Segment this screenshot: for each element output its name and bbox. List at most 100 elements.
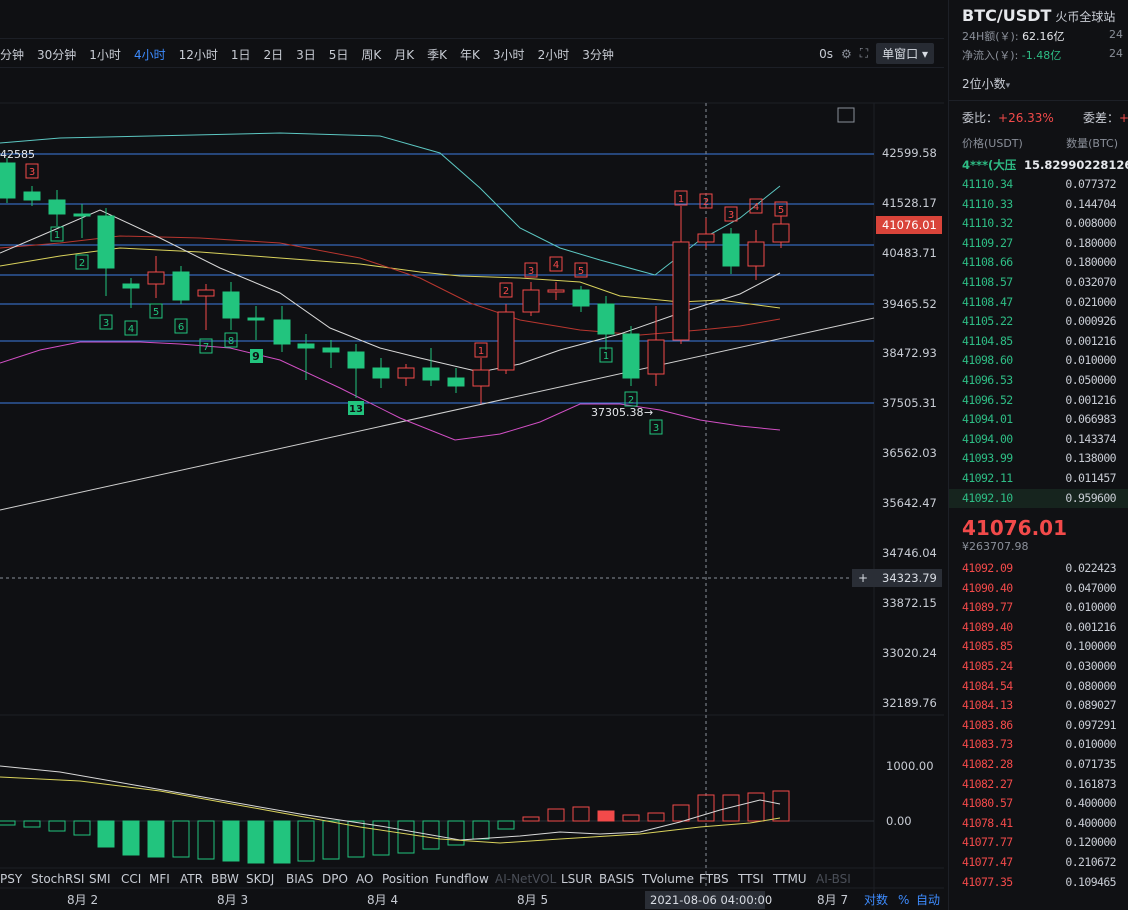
- indicator-tab[interactable]: ATR: [180, 872, 203, 886]
- bid-row[interactable]: 41094.01 0.066983: [949, 410, 1128, 430]
- ask-row[interactable]: 41078.41 0.400000: [949, 814, 1128, 834]
- timeframe-tab[interactable]: 1小时: [89, 47, 121, 62]
- ask-row[interactable]: 41084.54 0.080000: [949, 677, 1128, 697]
- screenshot-icon[interactable]: ⛶: [859, 46, 869, 60]
- bid-qty: 0.011457: [1065, 470, 1116, 485]
- timeframe-tab[interactable]: 3分钟: [582, 47, 614, 62]
- volume-stat: 24H额(￥): 62.16亿 24: [962, 28, 1128, 44]
- ask-row[interactable]: 41077.35 0.109465: [949, 873, 1128, 893]
- timeframe-tab[interactable]: 2日: [263, 47, 284, 62]
- ask-price: 41089.77: [962, 600, 1013, 615]
- ask-row[interactable]: 41090.40 0.047000: [949, 579, 1128, 599]
- indicator-tab[interactable]: AI-BSI: [816, 872, 851, 886]
- indicator-tab[interactable]: Position: [382, 872, 429, 886]
- bid-row[interactable]: 41093.99 0.138000: [949, 449, 1128, 469]
- ask-row[interactable]: 41085.85 0.100000: [949, 637, 1128, 657]
- timeframe-tab[interactable]: 30分钟: [37, 47, 77, 62]
- scale-option-percent[interactable]: %: [898, 893, 909, 907]
- timeframe-tab[interactable]: 分钟: [0, 47, 25, 62]
- bid-row[interactable]: 41094.00 0.143374: [949, 430, 1128, 450]
- indicator-tab[interactable]: StochRSI: [31, 872, 84, 886]
- bid-qty: 0.144704: [1065, 196, 1116, 211]
- bid-row[interactable]: 41109.27 0.180000: [949, 234, 1128, 254]
- decimals-select[interactable]: 2位小数▾: [949, 75, 1128, 92]
- scale-option-auto[interactable]: 自动: [916, 893, 940, 907]
- indicator-tab[interactable]: AI-NetVOL: [495, 872, 557, 886]
- osc-bar: [722, 794, 740, 822]
- window-mode-select[interactable]: 单窗口 ▾: [876, 43, 934, 64]
- indicator-tab[interactable]: TTMU: [772, 872, 807, 886]
- indicator-tab[interactable]: SKDJ: [246, 872, 274, 886]
- bid-qty: 0.077372: [1065, 177, 1116, 191]
- ask-row[interactable]: 41080.57 0.400000: [949, 794, 1128, 814]
- timeframe-tab[interactable]: 年K: [460, 47, 480, 62]
- price-tick-label: 39465.52: [882, 297, 937, 311]
- bid-row[interactable]: 41110.33 0.144704: [949, 195, 1128, 215]
- ask-row[interactable]: 41084.13 0.089027: [949, 696, 1128, 716]
- td-marker-box: [674, 190, 688, 206]
- bid-row[interactable]: 41096.53 0.050000: [949, 371, 1128, 391]
- bid-row[interactable]: 41098.60 0.010000: [949, 351, 1128, 371]
- indicator-tab[interactable]: BASIS: [599, 872, 634, 886]
- ask-row[interactable]: 41083.73 0.010000: [949, 735, 1128, 755]
- ask-row[interactable]: 41089.40 0.001216: [949, 618, 1128, 638]
- bid-row[interactable]: 41108.66 0.180000: [949, 253, 1128, 273]
- indicator-tab[interactable]: TVolume: [641, 872, 694, 886]
- bid-row[interactable]: 41096.52 0.001216: [949, 391, 1128, 411]
- ask-row[interactable]: 41082.27 0.161873: [949, 775, 1128, 795]
- ask-row[interactable]: 41092.09 0.022423: [949, 559, 1128, 579]
- bid-row[interactable]: 41092.10 0.959600: [949, 488, 1128, 509]
- bid-qty: 0.001216: [1065, 392, 1116, 407]
- indicator-tab[interactable]: Fundflow: [435, 872, 489, 886]
- indicator-tab[interactable]: AO: [356, 872, 373, 886]
- timeframe-tab[interactable]: 月K: [394, 47, 415, 62]
- candlestick-chart[interactable]: 42599.58 41528.17 40483.71 39465.52 38472.93…: [0, 68, 944, 910]
- ask-qty: 0.022423: [1065, 561, 1116, 576]
- timeframe-tab[interactable]: 2小时: [537, 47, 570, 62]
- indicator-tab[interactable]: DPO: [322, 872, 348, 886]
- bid-row[interactable]: 41110.34 0.077372: [949, 175, 1128, 195]
- indicator-tab[interactable]: SMI: [89, 872, 111, 886]
- timeframe-tab[interactable]: 5日: [328, 47, 349, 62]
- ask-row[interactable]: 41082.28 0.071735: [949, 755, 1128, 775]
- timeframe-tab[interactable]: 3日: [296, 47, 316, 62]
- timeframe-tab[interactable]: 1日: [230, 47, 251, 62]
- indicator-line: [0, 247, 781, 309]
- candle-body: [147, 271, 165, 285]
- scale-option-log[interactable]: 对数: [864, 892, 888, 907]
- candle-body: [372, 367, 390, 379]
- chart-canvas[interactable]: 42599.58 41528.17 40483.71 39465.52 38472.93…: [0, 68, 944, 910]
- bid-row[interactable]: 41108.57 0.032070: [949, 273, 1128, 293]
- ask-row[interactable]: 41089.77 0.010000: [949, 598, 1128, 618]
- timeframe-tab[interactable]: 3小时: [492, 47, 525, 62]
- pair-title: BTC/USDT 火币全球站: [962, 6, 1128, 25]
- bid-row[interactable]: 41108.47 0.021000: [949, 293, 1128, 313]
- bid-row[interactable]: 41104.85 0.001216: [949, 332, 1128, 352]
- ask-row[interactable]: 41077.47 0.210672: [949, 853, 1128, 873]
- ask-row[interactable]: 41083.86 0.097291: [949, 716, 1128, 736]
- ask-row[interactable]: 41077.77 0.120000: [949, 833, 1128, 853]
- timeframe-tab[interactable]: 12小时: [178, 47, 218, 62]
- indicator-tab[interactable]: TTSI: [737, 872, 764, 886]
- indicator-tab[interactable]: MFI: [149, 872, 170, 886]
- timeframe-tab[interactable]: 周K: [361, 47, 382, 62]
- date-tick-label: 8月 4: [367, 893, 398, 907]
- timeframe-tab[interactable]: 4小时: [133, 47, 166, 62]
- td-marker-nine: [250, 349, 263, 363]
- indicator-tab[interactable]: BIAS: [286, 872, 314, 886]
- bid-row[interactable]: 41105.22 0.000926: [949, 312, 1128, 332]
- settings-icon[interactable]: ⚙: [840, 46, 852, 61]
- bid-price: 41094.01: [962, 412, 1013, 427]
- timeframe-tab[interactable]: 季K: [427, 47, 448, 62]
- indicator-tab[interactable]: PSY: [0, 872, 23, 886]
- bid-row[interactable]: 41110.32 0.008000: [949, 214, 1128, 234]
- candle-body: [672, 241, 690, 341]
- indicator-tab[interactable]: CCI: [121, 872, 141, 886]
- ask-row[interactable]: 41085.24 0.030000: [949, 657, 1128, 677]
- td-marker-label: 5: [578, 266, 584, 277]
- bid-row[interactable]: 41092.11 0.011457: [949, 469, 1128, 489]
- indicator-tab[interactable]: FTBS: [699, 872, 729, 886]
- candle-body: [172, 271, 190, 301]
- indicator-tab[interactable]: BBW: [211, 872, 239, 886]
- indicator-tab[interactable]: LSUR: [561, 872, 592, 886]
